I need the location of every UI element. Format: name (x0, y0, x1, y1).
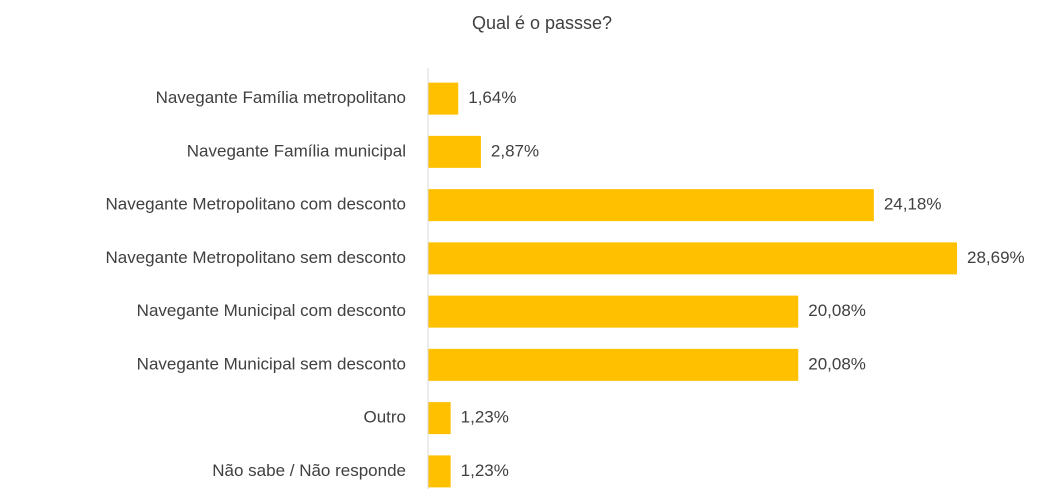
bar (428, 455, 451, 488)
category-label: Navegante Municipal sem desconto (137, 354, 406, 373)
value-label: 20,08% (808, 301, 866, 320)
bar (428, 189, 874, 222)
category-label: Navegante Família metropolitano (156, 88, 406, 107)
value-label: 1,23% (461, 461, 509, 480)
category-label: Outro (363, 408, 406, 427)
bar (428, 135, 481, 168)
value-label: 20,08% (808, 354, 866, 373)
value-label: 28,69% (967, 248, 1025, 267)
chart-title: Qual é o passse? (472, 13, 612, 33)
category-label: Navegante Municipal com desconto (137, 301, 406, 320)
bar (428, 348, 799, 381)
value-label: 1,23% (461, 408, 509, 427)
bar (428, 295, 799, 328)
value-label: 1,64% (468, 88, 516, 107)
category-label: Navegante Metropolitano sem desconto (105, 248, 406, 267)
value-label: 24,18% (884, 195, 942, 214)
bar (428, 402, 451, 435)
category-label: Não sabe / Não responde (212, 461, 406, 480)
category-label: Navegante Família municipal (187, 141, 406, 160)
value-label: 2,87% (491, 141, 539, 160)
bar (428, 242, 957, 275)
bar (428, 82, 459, 115)
category-label: Navegante Metropolitano com desconto (105, 195, 406, 214)
